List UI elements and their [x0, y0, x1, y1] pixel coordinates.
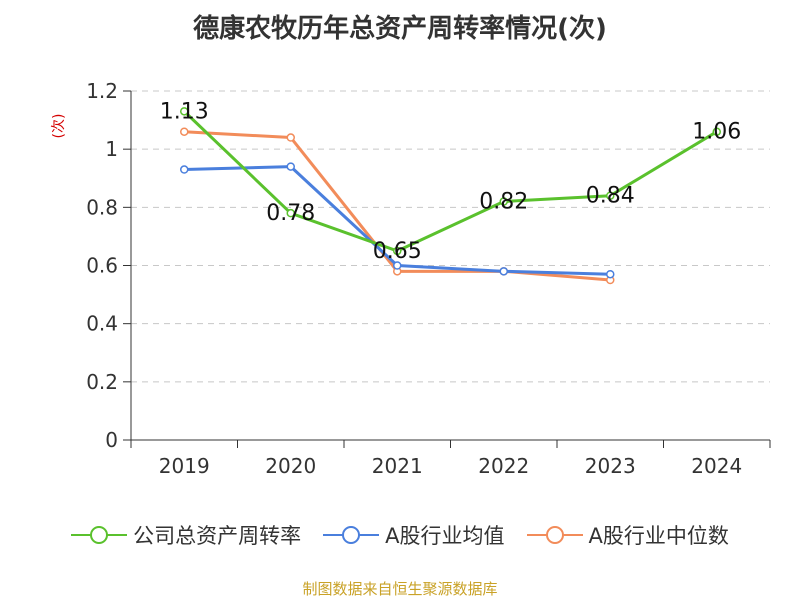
- x-tick-label: 2019: [159, 454, 210, 478]
- y-tick-label: 0.8: [86, 195, 118, 219]
- legend-label: 公司总资产周转率: [133, 524, 302, 548]
- data-label: 0.84: [586, 184, 635, 209]
- y-tick-label: 0.4: [86, 312, 118, 336]
- data-point: [180, 107, 189, 116]
- x-tick-label: 2022: [478, 454, 529, 478]
- data-point: [393, 246, 402, 256]
- legend-item-company[interactable]: 公司总资产周转率: [71, 520, 301, 550]
- data-label: 0.65: [373, 239, 422, 264]
- data-point: [499, 267, 508, 276]
- data-label: 1.06: [692, 120, 741, 145]
- x-tick-label: 2024: [691, 454, 742, 478]
- legend-line-marker-icon: [526, 526, 583, 544]
- legend-line-marker-icon: [71, 526, 128, 544]
- data-point: [286, 208, 295, 218]
- data-label: 0.78: [266, 201, 315, 226]
- legend-line-marker-icon: [323, 526, 380, 544]
- data-point: [180, 127, 189, 136]
- data-point: [393, 261, 402, 270]
- data-point: [606, 269, 615, 279]
- legend-item-industry-median[interactable]: A股行业中位数: [526, 520, 729, 550]
- y-tick-label: 0.6: [86, 254, 118, 278]
- data-label: 1.13: [160, 99, 209, 124]
- chart-title: 德康农牧历年总资产周转率情况(次): [193, 14, 607, 44]
- data-point: [606, 191, 615, 200]
- legend-label: A股行业均值: [385, 524, 505, 548]
- legend-label: A股行业中位数: [588, 524, 729, 548]
- chart-legend: 公司总资产周转率 A股行业均值 A股行业中位数: [0, 520, 800, 550]
- y-tick-label: 1.2: [86, 79, 118, 103]
- x-tick-label: 2023: [585, 454, 636, 478]
- data-point: [286, 133, 295, 142]
- data-point: [180, 165, 189, 174]
- y-tick-label: 1: [105, 137, 118, 161]
- y-tick-label: 0.2: [86, 370, 118, 394]
- source-note: 制图数据来自恒生聚源数据库: [302, 580, 498, 598]
- legend-item-industry-mean[interactable]: A股行业均值: [323, 520, 505, 550]
- data-point: [286, 162, 295, 171]
- y-axis-label: (次): [51, 113, 67, 139]
- x-tick-label: 2020: [265, 454, 316, 478]
- data-point: [499, 197, 508, 206]
- data-point: [712, 127, 721, 136]
- series-line: [183, 110, 718, 253]
- y-tick-label: 0: [105, 428, 118, 452]
- data-label: 0.82: [479, 190, 528, 215]
- x-tick-label: 2021: [372, 454, 423, 478]
